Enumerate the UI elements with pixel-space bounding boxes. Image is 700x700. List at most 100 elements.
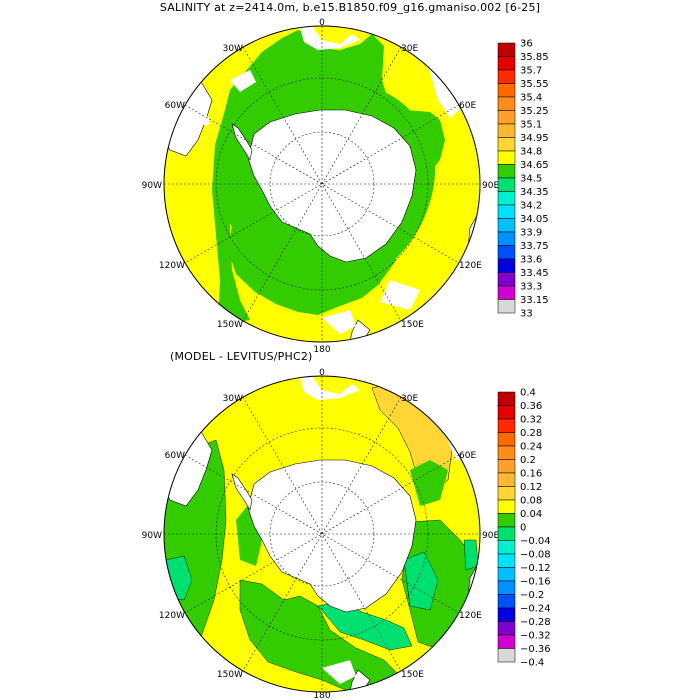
colorbar-swatch (497, 418, 516, 433)
colorbar-tick-label: −0.32 (520, 631, 551, 642)
colorbar-tick-label: 33.45 (520, 268, 549, 279)
difference-map-border (163, 375, 481, 693)
colorbar-swatch (497, 137, 516, 152)
colorbar-swatch (497, 432, 516, 447)
colorbar-tick-label: 0.04 (520, 509, 542, 520)
colorbar-tick-label: −0.36 (520, 644, 551, 655)
colorbar-swatch (497, 472, 516, 487)
colorbar-tick-label: 33.6 (520, 255, 542, 266)
colorbar-swatch (497, 540, 516, 555)
colorbar-swatch (497, 648, 516, 663)
colorbar-tick-label: 35.25 (520, 106, 549, 117)
colorbar-swatch (497, 486, 516, 501)
lon-label-60e: 60E (459, 451, 476, 461)
lon-label-150w: 150W (217, 320, 243, 330)
colorbar-tick-label: 33.3 (520, 282, 542, 293)
colorbar-tick-label: 35.55 (520, 79, 549, 90)
colorbar-swatch (497, 459, 516, 474)
salinity-map-border (163, 25, 481, 343)
colorbar-swatch (497, 553, 516, 568)
lon-label-180: 180 (313, 691, 330, 700)
seafloor-mask-south (322, 310, 356, 334)
seafloor-mask-west (230, 70, 256, 92)
colorbar-swatch (497, 56, 516, 71)
lon-label-150e: 150E (401, 670, 424, 680)
seafloor-mask-south (322, 660, 356, 684)
lon-label-120w: 120W (159, 261, 185, 271)
seafloor-mask-southeast (380, 280, 420, 310)
colorbar-tick-label: −0.2 (520, 590, 544, 601)
colorbar-tick-label: 0 (520, 523, 526, 534)
lon-label-0: 0 (319, 18, 325, 28)
lon-label-120e: 120E (459, 611, 482, 621)
lon-label-30e: 30E (401, 394, 418, 404)
seafloor-mask-north (300, 26, 360, 50)
colorbar-swatch (497, 245, 516, 260)
lon-label-90w: 90W (142, 531, 162, 541)
colorbar-swatch (497, 177, 516, 192)
colorbar-tick-label: 34.2 (520, 201, 542, 212)
falkland-islands (200, 112, 210, 126)
colorbar-tick-label: 0.32 (520, 415, 542, 426)
colorbar-tick-label: −0.24 (520, 604, 551, 615)
colorbar-tick-label: −0.12 (520, 563, 551, 574)
colorbar-tick-label: −0.28 (520, 617, 551, 628)
colorbar-tick-label: 34.95 (520, 133, 549, 144)
colorbar-tick-label: 34.05 (520, 214, 549, 225)
colorbar-tick-label: −0.4 (520, 658, 544, 669)
salinity-colorbar: 36 35.85 35.7 35.55 35.4 35.25 35.1 34.95 34.8 34… (497, 39, 549, 320)
lon-label-90w: 90W (142, 181, 162, 191)
colorbar-swatch (497, 607, 516, 622)
colorbar-tick-label: 34.5 (520, 174, 542, 185)
colorbar-swatch (497, 405, 516, 420)
difference-colorbar: 0.4 0.36 0.32 0.28 0.24 0.2 0.16 0.12 0.08 0.04 0 −… (497, 388, 551, 669)
colorbar-swatch (497, 567, 516, 582)
colorbar-swatch (497, 272, 516, 287)
colorbar-swatch (497, 634, 516, 649)
colorbar-tick-label: 0.16 (520, 469, 542, 480)
antarctica-landmass (247, 459, 417, 613)
seafloor-mask-north (300, 376, 360, 400)
colorbar-tick-label: 0.08 (520, 496, 542, 507)
lon-label-150e: 150E (401, 320, 424, 330)
colorbar-tick-label: −0.04 (520, 536, 551, 547)
lon-label-30e: 30E (401, 44, 418, 54)
colorbar-swatch (497, 204, 516, 219)
lon-label-0: 0 (319, 368, 325, 378)
colorbar-tick-label: 33.75 (520, 241, 549, 252)
colorbar-tick-label: 0.12 (520, 482, 542, 493)
salinity-map: 0 30E 60E 90E 120E 150E 180 150W 120W 90… (142, 18, 549, 355)
colorbar-tick-label: 0.28 (520, 428, 542, 439)
difference-band-green-northeast (410, 460, 448, 506)
colorbar-tick-label: −0.16 (520, 577, 551, 588)
colorbar-swatch (497, 580, 516, 595)
colorbar-swatch (497, 391, 516, 406)
colorbar-tick-label: 33.9 (520, 228, 542, 239)
colorbar-swatch (497, 191, 516, 206)
lon-label-120e: 120E (459, 261, 482, 271)
colorbar-swatch (497, 96, 516, 111)
colorbar-tick-label: 33.15 (520, 295, 549, 306)
colorbar-swatch (497, 123, 516, 138)
colorbar-swatch (497, 445, 516, 460)
lon-label-30w: 30W (223, 44, 243, 54)
figure-title: SALINITY at z=2414.0m, b.e15.B1850.f09_g… (160, 1, 540, 14)
antarctica-landmass (247, 109, 417, 263)
colorbar-tick-label: 33 (520, 309, 533, 320)
lon-label-150w: 150W (217, 670, 243, 680)
colorbar-swatch (497, 594, 516, 609)
colorbar-tick-label: 34.35 (520, 187, 549, 198)
colorbar-tick-label: 36 (520, 39, 533, 50)
difference-band-teal-east (403, 551, 439, 611)
difference-map: 0 30E 60E 90E 120E 150E 180 150W 120W 90… (142, 368, 551, 700)
colorbar-tick-label: 0.24 (520, 442, 542, 453)
lon-label-60w: 60W (165, 101, 185, 111)
salinity-graticule (164, 26, 480, 342)
colorbar-tick-label: 35.85 (520, 52, 549, 63)
colorbar-swatch (497, 218, 516, 233)
colorbar-tick-label: 35.7 (520, 66, 542, 77)
colorbar-tick-label: 35.1 (520, 120, 542, 131)
colorbar-swatch (497, 285, 516, 300)
colorbar-swatch (497, 69, 516, 84)
